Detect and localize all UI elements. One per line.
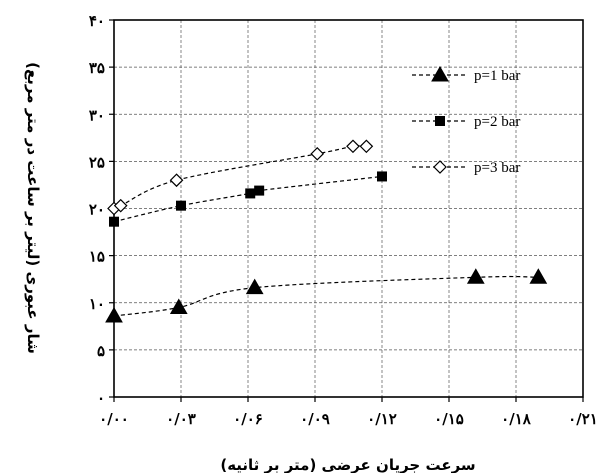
y-tick-label: ۵ — [97, 342, 105, 360]
x-axis-title: سرعت جریان عرضی (متر بر ثانیه) — [220, 456, 475, 473]
series-2-point — [254, 185, 265, 196]
y-tick-label: ۱۵ — [89, 248, 105, 266]
y-tick-label: ۰ — [97, 389, 105, 407]
x-tick-label: ۰/۲۱ — [568, 410, 598, 428]
series-3-point — [346, 139, 360, 154]
x-tick-label: ۰/۱۲ — [367, 410, 397, 428]
y-tick-label: ۱۰ — [89, 295, 105, 313]
legend-marker — [431, 65, 449, 82]
tick-labels: ۰/۰۰ ۰/۰۳ ۰/۰۶ ۰/۰۹ ۰/۱۲ ۰/۱۵ ۰/۱۸ ۰/۲۱ ۰ ۵ ۱۰ ۱۵ ۲۰… — [89, 12, 598, 428]
y-tick-label: ۳۰ — [89, 106, 105, 124]
y-tick-label: ۲۰ — [89, 201, 105, 219]
series-1-point — [466, 268, 485, 284]
series-1-point — [169, 298, 188, 314]
x-tick-label: ۰/۰۰ — [99, 410, 129, 428]
series-1-point — [529, 268, 548, 284]
legend-marker — [435, 116, 445, 126]
series-1-point — [245, 278, 264, 295]
x-tick-label: ۰/۱۵ — [434, 410, 464, 428]
series-3-point — [113, 198, 128, 213]
grid — [109, 19, 584, 402]
series-2-point — [176, 200, 186, 211]
y-tick-label: ۳۵ — [89, 59, 105, 77]
legend-label: p=3 bar — [474, 160, 520, 176]
legend-label: p=2 bar — [474, 114, 520, 130]
series-2-point — [245, 188, 256, 199]
series-line-3 — [114, 145, 367, 210]
series-2-point — [109, 216, 119, 227]
legend: p=1 bar p=2 bar p=3 bar — [412, 65, 520, 176]
x-tick-label: ۰/۰۹ — [300, 410, 330, 428]
legend-marker — [433, 160, 447, 174]
series-2-point — [377, 171, 387, 182]
series-1-point — [105, 306, 123, 323]
y-axis-title: شار عبوری (لیتر بر ساعت در متر مربع) — [24, 62, 42, 354]
x-tick-label: ۰/۱۸ — [501, 410, 532, 428]
legend-label: p=1 bar — [474, 68, 520, 84]
marker-layer — [105, 139, 548, 323]
series-3-point — [169, 173, 184, 188]
x-tick-label: ۰/۰۳ — [166, 410, 196, 428]
x-tick-label: ۰/۰۶ — [233, 410, 263, 428]
y-tick-label: ۲۵ — [89, 153, 105, 171]
series-line-2 — [114, 175, 383, 223]
y-tick-label: ۴۰ — [89, 12, 105, 30]
series-line-1 — [114, 275, 539, 317]
series-3-point — [359, 139, 374, 154]
series-3-point — [310, 146, 325, 161]
